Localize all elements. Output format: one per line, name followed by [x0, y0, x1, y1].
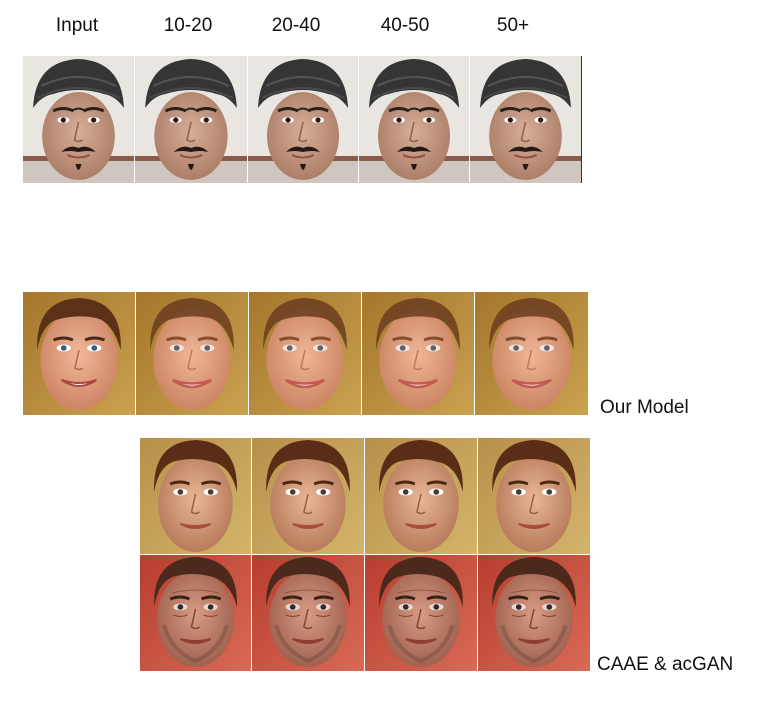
header-age-40-50: 40-50 — [380, 15, 430, 36]
face-image — [249, 292, 361, 415]
face-image — [23, 56, 134, 183]
face-image — [365, 555, 477, 671]
face-image — [252, 438, 364, 554]
face-image — [23, 292, 135, 415]
face-image — [140, 555, 251, 671]
divider — [581, 56, 582, 183]
face-image — [478, 555, 590, 671]
face-image — [362, 292, 474, 415]
header-age-50-plus: 50+ — [496, 15, 530, 36]
face-image — [475, 292, 588, 415]
face-image — [140, 438, 251, 554]
face-image — [136, 292, 248, 415]
face-image — [359, 56, 469, 183]
caption-our-model: Our Model — [600, 397, 689, 418]
face-image — [135, 56, 247, 183]
face-image — [365, 438, 477, 554]
header-input: Input — [55, 15, 99, 36]
header-age-20-40: 20-40 — [271, 15, 321, 36]
face-image — [248, 56, 358, 183]
header-age-10-20: 10-20 — [163, 15, 213, 36]
face-image — [252, 555, 364, 671]
face-image — [470, 56, 581, 183]
caption-caae-acgan: CAAE & acGAN — [597, 654, 734, 675]
face-image — [478, 438, 590, 554]
